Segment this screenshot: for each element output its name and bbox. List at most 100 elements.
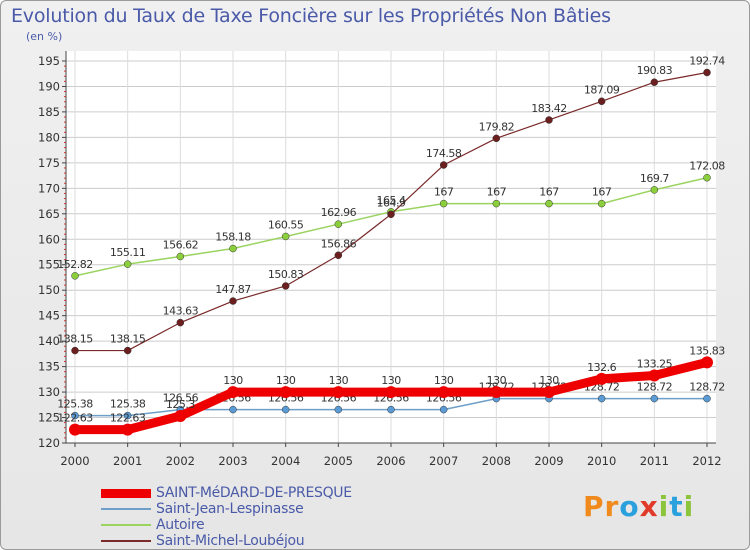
data-point [492,199,501,208]
data-label: 167 [592,186,612,199]
data-point [281,232,290,241]
data-point [229,297,237,305]
series-0: 122.63 122.63 125.3 130 130 130 130 130 130 130 13… [57,344,726,436]
data-label: 122.63 [57,412,93,425]
data-point [279,386,292,399]
data-point [71,272,79,280]
data-label: 179.82 [479,120,515,133]
data-point [281,282,290,290]
data-point [123,260,132,268]
data-label: 187.09 [584,83,620,96]
data-point [701,356,713,369]
data-label: 160.55 [268,218,304,231]
data-point [650,394,659,403]
y-tick-label: 185 [38,105,60,119]
data-label: 135.83 [689,344,725,357]
data-point [176,252,185,261]
data-label: 172.08 [689,160,725,173]
data-label: 138.15 [110,333,146,346]
grid-lines [66,51,716,444]
data-label: 192.74 [689,55,725,68]
data-point [387,405,395,414]
data-label: 130 [434,374,454,387]
data-label: 155.11 [110,246,146,259]
x-tick-label: 2006 [376,454,405,468]
data-label: 128.72 [689,381,725,394]
data-point [334,251,343,260]
data-point [174,410,187,423]
data-label: 130 [381,374,401,387]
data-point [69,423,81,436]
y-tick-label: 195 [38,54,60,68]
data-point [176,318,185,327]
data-point [597,394,606,403]
data-point [437,386,450,399]
data-point [385,386,397,399]
legend-swatch [101,488,151,498]
data-label: 167 [434,186,454,199]
data-label: 130 [329,374,349,387]
y-tick-label: 135 [38,360,60,374]
data-label: 125.3 [166,398,195,411]
x-tick-label: 2008 [482,454,511,468]
data-label: 130 [487,374,507,387]
y-tick-label: 120 [38,436,60,450]
data-point [332,386,345,399]
data-point [334,405,343,414]
data-point [703,173,711,182]
data-label: 130 [223,374,243,387]
chart-title: Evolution du Taux de Taxe Foncière sur l… [11,5,611,27]
data-label: 158.18 [215,231,251,244]
y-tick-label: 170 [38,181,60,195]
data-point [229,405,237,414]
legend-label: Saint-Michel-Loubéjou [156,533,305,549]
x-tick-label: 2012 [692,454,721,468]
data-label: 156.62 [163,238,199,251]
data-label: 125.38 [110,398,146,411]
data-label: 133.25 [637,358,673,371]
data-label: 150.83 [268,268,304,281]
y-tick-label: 190 [38,79,60,93]
data-point [439,199,448,208]
data-label: 167 [539,186,559,199]
data-label: 152.82 [57,258,93,271]
data-point [334,220,343,228]
y-tick-label: 130 [38,385,60,399]
data-label: 125.38 [57,398,93,411]
data-point [648,369,661,382]
x-tick-label: 2005 [324,454,353,468]
x-tick-label: 2003 [218,454,247,468]
data-label: 147.87 [215,283,251,296]
x-tick-label: 2004 [271,454,300,468]
data-point [595,372,608,385]
data-point [597,199,606,208]
data-point [492,134,501,143]
y-tick-label: 150 [38,283,60,297]
data-point [543,386,555,399]
data-point [597,97,606,106]
data-label: 126.56 [163,392,199,405]
y-tick-label: 160 [38,232,60,246]
data-point [121,423,134,436]
x-tick-label: 2001 [113,454,142,468]
data-label: 183.42 [531,102,567,115]
data-point [71,346,79,355]
data-label: 156.86 [321,237,357,250]
x-tick-label: 2011 [640,454,669,468]
series-3: 138.15 138.15 143.63 147.87 150.83 156.86 164.… [57,55,726,355]
x-tick-label: 2002 [166,454,195,468]
y-tick-label: 140 [38,334,60,348]
legend-swatch [101,524,151,526]
x-tick-label: 2009 [534,454,563,468]
x-tick-label: 2000 [60,454,89,468]
data-point [227,386,239,399]
data-label: 190.83 [637,64,673,77]
x-tick-label: 2007 [429,454,458,468]
data-point [71,411,79,420]
data-label: 128.72 [637,381,673,394]
proxiti-logo: Proxiti [583,490,695,523]
data-point [650,78,659,86]
legend-label: Autoire [156,517,205,533]
y-tick-label: 155 [38,258,60,272]
